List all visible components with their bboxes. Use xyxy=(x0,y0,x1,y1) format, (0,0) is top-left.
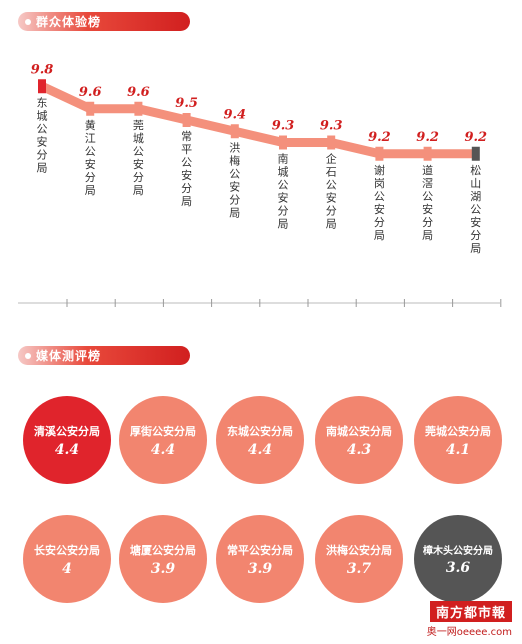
data-point xyxy=(423,146,432,161)
header-bar xyxy=(18,12,190,31)
bubble-label: 洪梅公安分局 xyxy=(326,543,392,557)
bubble-item: 莞城公安分局 4.1 xyxy=(414,396,502,484)
data-label: 9.2 xyxy=(416,130,439,145)
category-label: 黄江公安分局 xyxy=(85,118,96,197)
data-point xyxy=(279,135,287,150)
data-point xyxy=(327,135,336,150)
data-point xyxy=(182,113,191,127)
bubble-label: 南城公安分局 xyxy=(326,424,392,438)
data-point xyxy=(375,146,384,161)
bubble-item: 清溪公安分局 4.4 xyxy=(23,396,111,484)
bubble-label: 长安公安分局 xyxy=(34,543,100,557)
data-label: 9.3 xyxy=(272,119,295,134)
public-ranking-chart: 9.8 9.6 9.6 9.5 9.4 9.3 9.3 9.2 9.2 9.2 东城公安分局 黄江公安… xyxy=(18,62,502,307)
bubble-item: 长安公安分局 4 xyxy=(23,515,111,603)
data-label: 9.3 xyxy=(320,119,343,134)
series-line xyxy=(40,82,476,159)
logo-text: 南方都市報 xyxy=(429,601,512,622)
public-ranking-header: 群众体验榜 xyxy=(18,12,190,31)
category-label: 莞城公安分局 xyxy=(133,119,144,197)
bubble-label: 莞城公安分局 xyxy=(425,424,491,438)
bubble-value: 4.1 xyxy=(445,441,471,458)
media-ranking-header: 媒体测评榜 xyxy=(18,346,190,365)
category-label: 道滘公安分局 xyxy=(422,163,433,242)
bubble-label: 塘厦公安分局 xyxy=(130,543,196,557)
newspaper-logo: 南方都市報 奥一网oeeee.com xyxy=(427,601,512,638)
category-label: 企石公安分局 xyxy=(326,152,337,231)
bubble-item: 南城公安分局 4.3 xyxy=(315,396,403,484)
category-label: 洪梅公安分局 xyxy=(229,140,240,219)
category-label: 松山湖公安分局 xyxy=(470,163,481,255)
bubble-label: 樟木头公安分局 xyxy=(423,546,493,557)
bubble-value: 3.9 xyxy=(150,560,176,577)
bubble-value: 4.4 xyxy=(247,441,273,458)
header-bar xyxy=(18,346,190,365)
bubble-value: 4.3 xyxy=(346,441,372,458)
media-ranking-title: 媒体测评榜 xyxy=(36,349,102,363)
bullet-dot xyxy=(25,352,31,359)
data-label: 9.4 xyxy=(223,107,246,122)
bubble-label: 厚街公安分局 xyxy=(130,424,196,438)
bubble-label: 常平公安分局 xyxy=(227,543,293,557)
data-label: 9.2 xyxy=(464,130,487,145)
data-label: 9.6 xyxy=(127,85,150,100)
bubble-item: 东城公安分局 4.4 xyxy=(216,396,304,484)
category-label: 常平公安分局 xyxy=(181,130,192,208)
bubble-label: 清溪公安分局 xyxy=(34,424,100,438)
data-point xyxy=(86,101,95,116)
data-label: 9.6 xyxy=(79,85,102,100)
bubble-value: 3.7 xyxy=(346,560,372,577)
public-ranking-title: 群众体验榜 xyxy=(36,15,102,29)
bubble-item: 洪梅公安分局 3.7 xyxy=(315,515,403,603)
data-label: 9.2 xyxy=(368,130,391,145)
data-point xyxy=(38,79,46,94)
data-point xyxy=(471,146,480,161)
bullet-dot xyxy=(25,18,31,25)
data-label: 9.5 xyxy=(175,96,198,111)
category-label: 南城公安分局 xyxy=(278,153,289,231)
logo-site: 奥一网oeeee.com xyxy=(426,627,512,638)
category-label: 谢岗公安分局 xyxy=(374,163,385,242)
category-label: 东城公安分局 xyxy=(37,96,48,174)
bubble-value: 3.9 xyxy=(247,560,273,577)
data-label: 9.8 xyxy=(31,62,54,77)
data-point xyxy=(230,124,239,139)
bubble-item: 塘厦公安分局 3.9 xyxy=(119,515,207,603)
bubble-value: 4.4 xyxy=(150,441,176,458)
bubble-value: 3.6 xyxy=(445,560,471,576)
bubble-label: 东城公安分局 xyxy=(227,424,293,438)
bubble-value: 4.4 xyxy=(54,441,80,458)
bubble-item: 樟木头公安分局 3.6 xyxy=(414,515,502,603)
bubble-item: 常平公安分局 3.9 xyxy=(216,515,304,603)
data-point xyxy=(134,101,143,116)
bubble-value: 4 xyxy=(62,560,72,577)
bubble-item: 厚街公安分局 4.4 xyxy=(119,396,207,484)
